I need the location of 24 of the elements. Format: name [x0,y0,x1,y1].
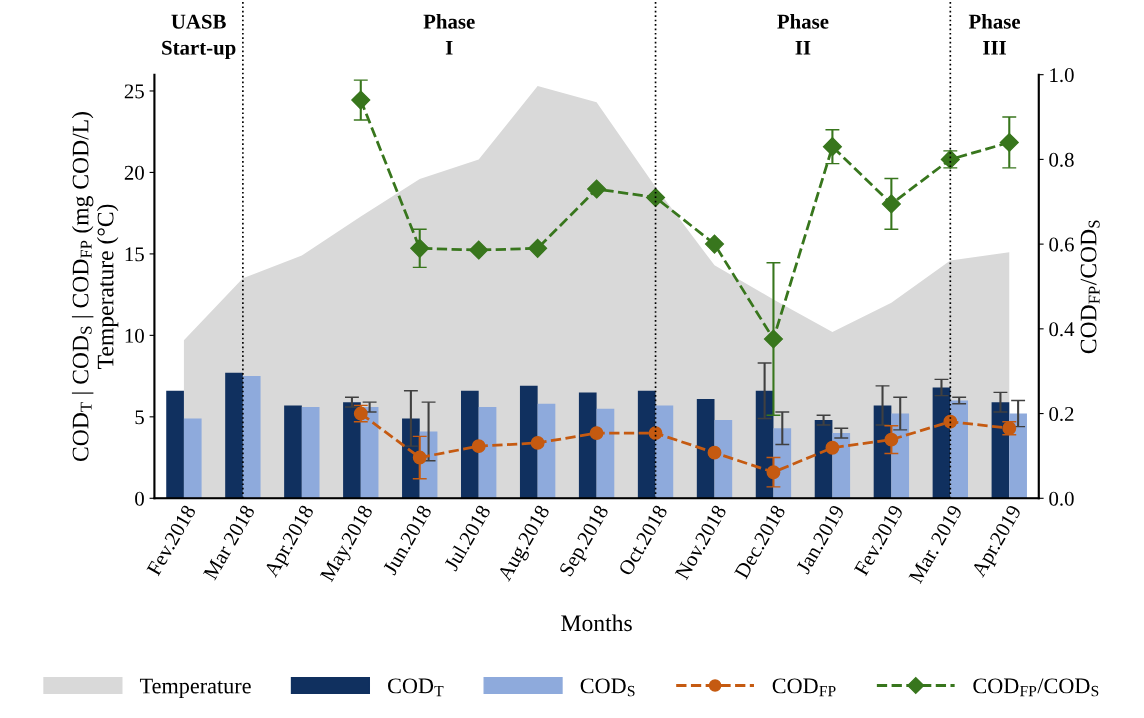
y-tick-label: 0 [135,491,144,506]
y-axis-title: COD$_{T}$ | COD$_{S}$ | COD$_{FP}$ (mg COD/L) Temperature (°C) [71,112,119,462]
text: Phase II [777,14,829,55]
y2-tick-label: 0.2 [1049,406,1074,422]
y2-tick-label: 0.4 [1049,322,1075,337]
legend-label: COD$_{T}$ [388,678,444,697]
y-tick-label: 10 [125,328,144,343]
y2-axis-title: COD$_{FP}$/COD$_{S}$ [1080,220,1100,354]
y2-tick-label: 1.0 [1050,68,1074,83]
legend-label: COD$_{FP}$/COD$_{S}$ [973,678,1099,697]
legend-label: Temperature [139,678,251,698]
y-tick-label: 20 [124,165,144,180]
y-tick-label: 15 [125,247,144,262]
y-tick-label: 5 [135,410,144,425]
text: Phase I [423,14,475,55]
x-axis-title: Months [561,614,632,632]
legend-label: COD$_{FP}$ [772,678,836,697]
legend-label: COD$_{S}$ [580,678,635,697]
text: Phase III [968,14,1021,55]
text: UASB Start-up [162,14,236,60]
y2-tick-label: 0.6 [1049,237,1074,252]
y2-tick-label: 0.8 [1049,152,1074,167]
y2-tick-label: 0.0 [1049,491,1074,506]
y-tick-label: 25 [124,84,144,99]
